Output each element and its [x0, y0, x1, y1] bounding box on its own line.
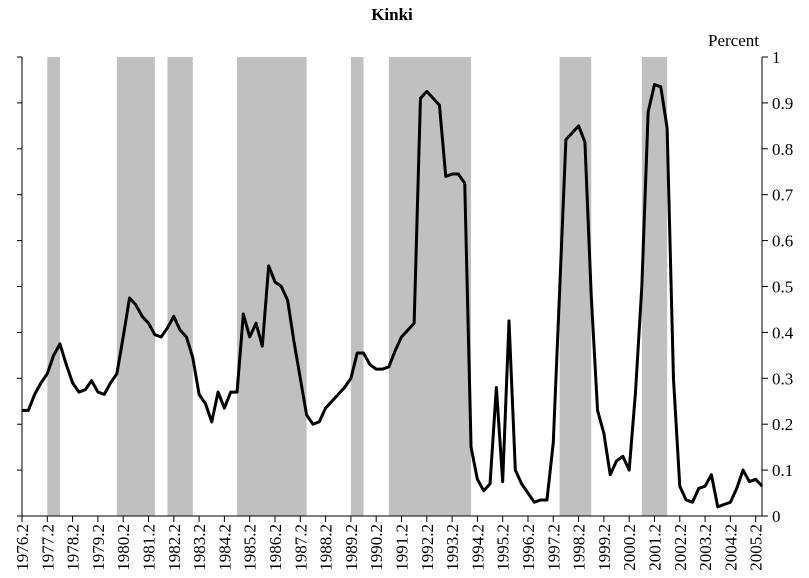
line-series [22, 83, 764, 509]
x-tick-label: 1996.2 [519, 524, 538, 571]
shaded-period [116, 57, 155, 516]
x-tick-label: 1980.2 [114, 524, 133, 571]
x-tick-label: 1978.2 [64, 524, 83, 571]
shaded-period [167, 57, 193, 516]
shaded-period [388, 57, 472, 516]
x-tick-label: 1985.2 [241, 524, 260, 571]
x-tick-label: 1999.2 [595, 524, 614, 571]
shaded-period [350, 57, 364, 516]
shaded-period [237, 57, 307, 516]
x-tick-label: 1989.2 [342, 524, 361, 571]
chart-title: Kinki [371, 5, 413, 24]
y-tick-label: 0.4 [772, 323, 794, 342]
x-tick-label: 1995.2 [494, 524, 513, 571]
x-tick-label: 2004.2 [721, 524, 740, 571]
x-tick-label: 2000.2 [620, 524, 639, 571]
y-tick-label: 1 [772, 48, 781, 67]
x-tick-label: 1993.2 [443, 524, 462, 571]
x-tick-label: 1976.2 [13, 524, 32, 571]
y-tick-label: 0.8 [772, 140, 793, 159]
x-tick-label: 1987.2 [291, 524, 310, 571]
y-tick-label: 0.9 [772, 94, 793, 113]
x-tick-label: 2003.2 [696, 524, 715, 571]
x-tick-label: 1992.2 [418, 524, 437, 571]
x-tick-label: 1982.2 [165, 524, 184, 571]
shaded-period [559, 57, 592, 516]
x-tick-label: 2001.2 [645, 524, 664, 571]
y-tick-label: 0 [772, 507, 781, 526]
x-tick-label: 1998.2 [570, 524, 589, 571]
x-tick-label: 1994.2 [468, 524, 487, 571]
x-tick-label: 1977.2 [38, 524, 57, 571]
y-tick-label: 0.5 [772, 278, 793, 297]
y-axis-label: Percent [708, 31, 759, 50]
x-tick-label: 1984.2 [215, 524, 234, 571]
shaded-period [641, 57, 668, 516]
x-tick-label: 2005.2 [747, 524, 766, 571]
y-tick-label: 0.6 [772, 232, 793, 251]
x-tick-label: 1991.2 [392, 524, 411, 571]
y-tick-label: 0.1 [772, 461, 793, 480]
y-tick-label: 0.3 [772, 369, 793, 388]
x-tick-label: 1981.2 [139, 524, 158, 571]
x-tick-label: 1988.2 [317, 524, 336, 571]
y-tick-label: 0.2 [772, 415, 793, 434]
x-tick-label: 1986.2 [266, 524, 285, 571]
x-tick-label: 1983.2 [190, 524, 209, 571]
x-tick-label: 1997.2 [544, 524, 563, 571]
x-tick-label: 1990.2 [367, 524, 386, 571]
x-tick-label: 1979.2 [89, 524, 108, 571]
y-tick-label: 0.7 [772, 186, 794, 205]
x-tick-label: 2002.2 [671, 524, 690, 571]
shaded-period [47, 57, 60, 516]
